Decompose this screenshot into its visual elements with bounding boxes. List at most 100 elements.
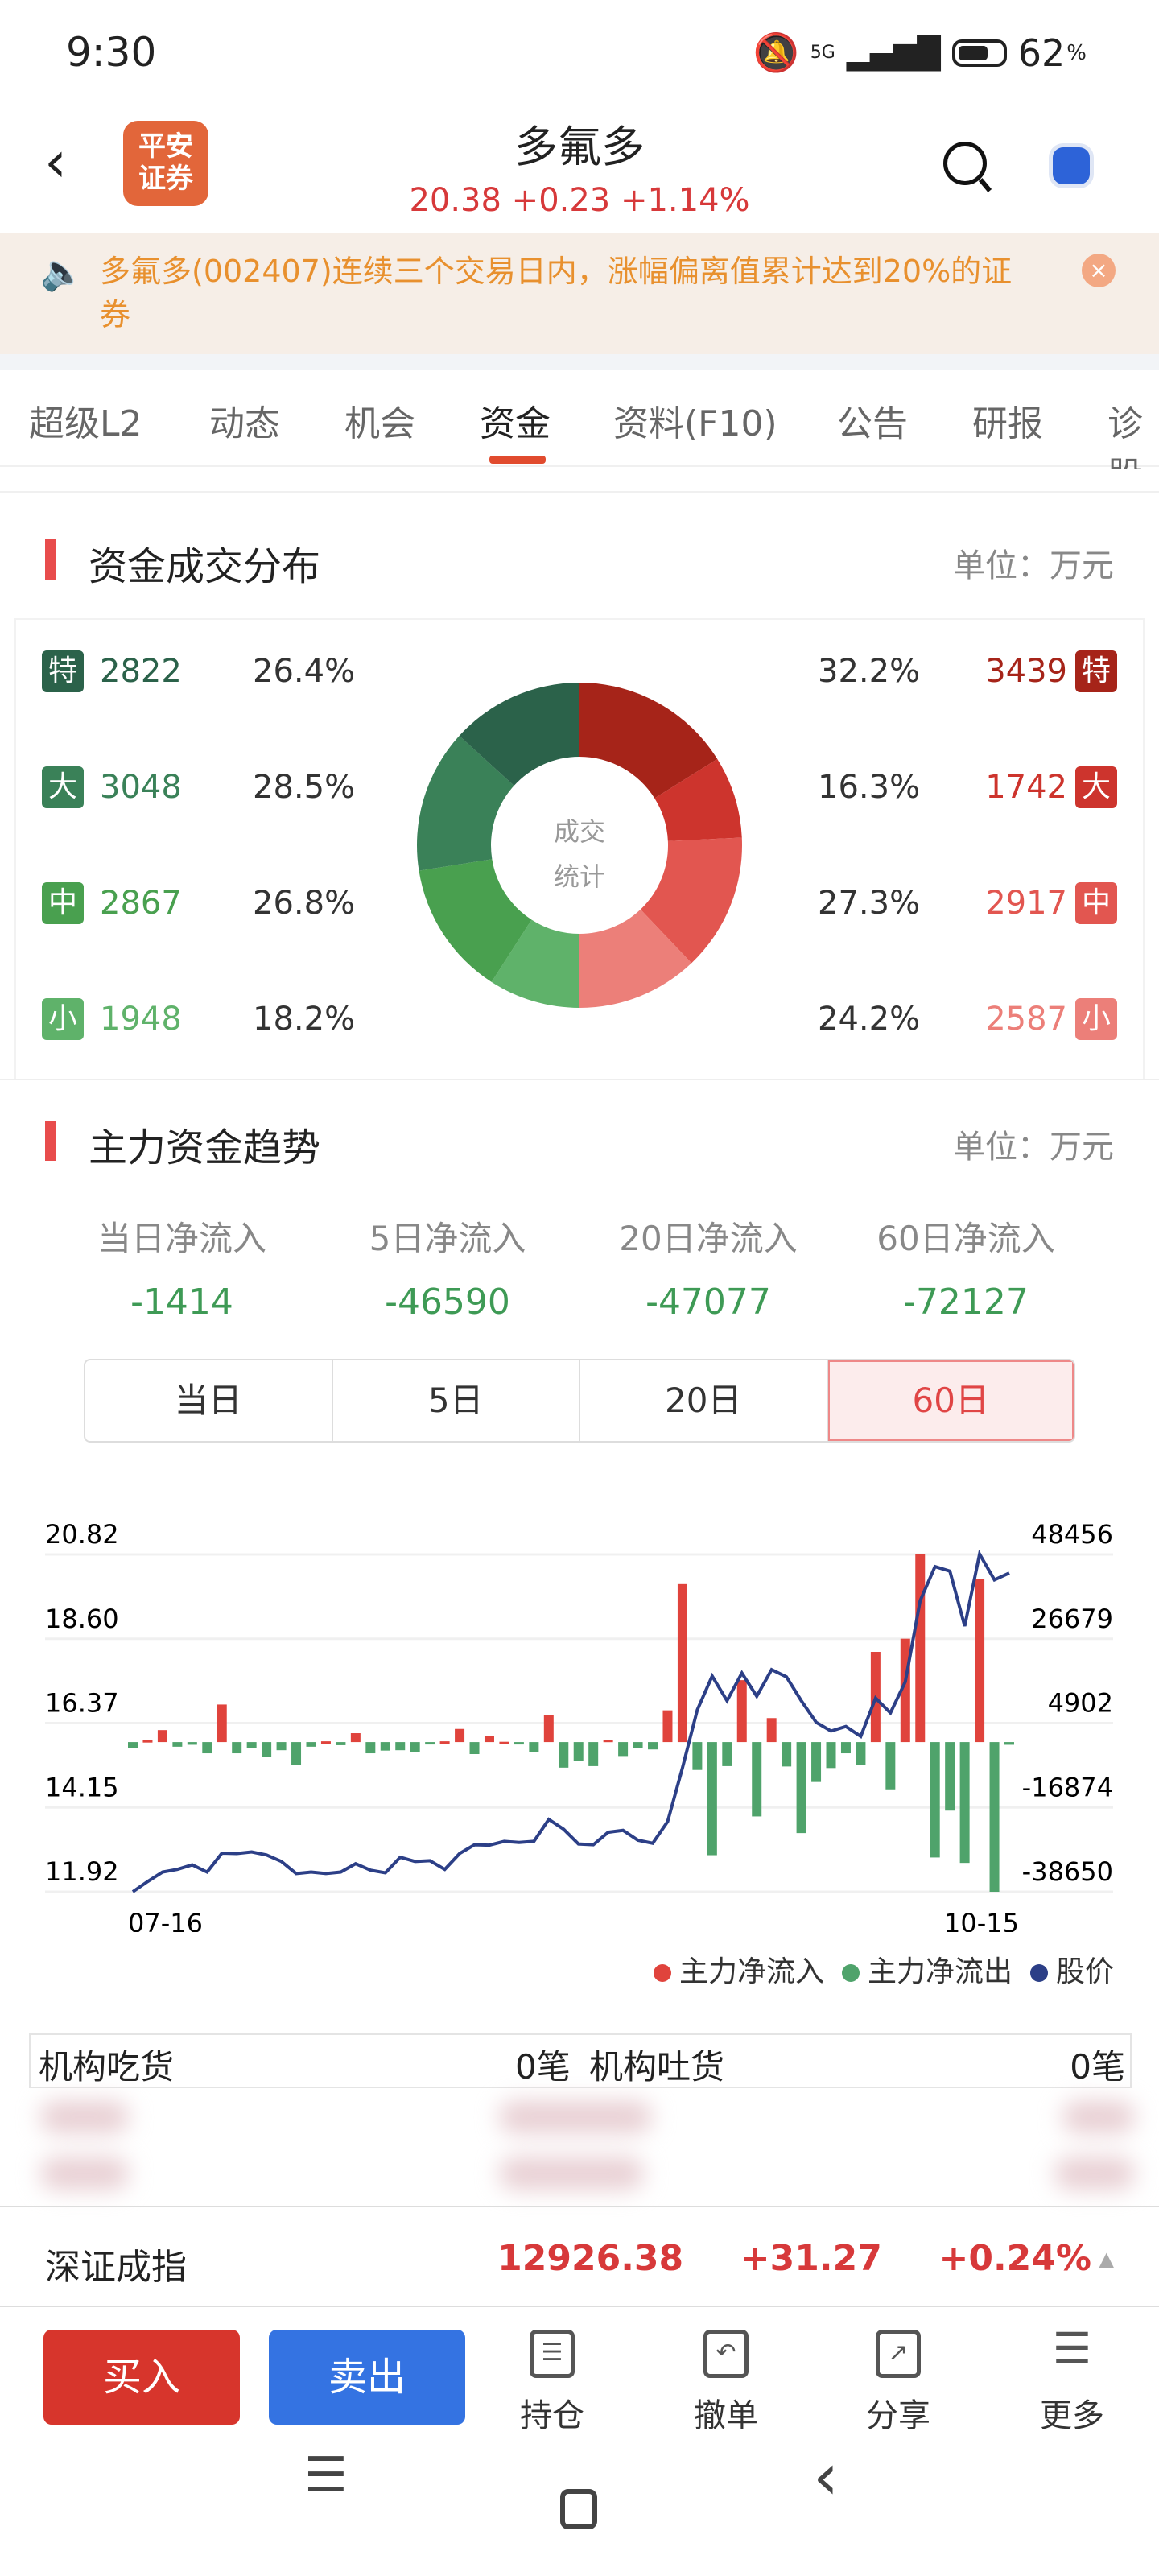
size-badge: 小 [42, 998, 84, 1040]
inflow-bar [142, 1740, 153, 1743]
outflow-pct: 26.8% [253, 885, 356, 922]
outflow-bar [840, 1742, 851, 1754]
donut-center-label: 成交 统计 [553, 816, 605, 892]
outflow-bar [648, 1742, 658, 1750]
inflow-value: 1742 [985, 769, 1067, 806]
size-badge: 大 [1075, 766, 1117, 808]
more-button[interactable]: ☰ 更多 [1040, 2323, 1104, 2435]
outflow-bar [633, 1742, 643, 1748]
size-badge: 中 [42, 882, 84, 924]
tab-f10[interactable]: 资料(F10) [613, 403, 777, 444]
summary-label: 60日净流入 [876, 1219, 1055, 1258]
price-legend-dot [1029, 1964, 1048, 1982]
buy-button[interactable]: 买入 [43, 2330, 240, 2425]
outflow-bar [752, 1742, 762, 1817]
summary-value: -46590 [385, 1282, 510, 1323]
tab-l2[interactable]: 超级L2 [29, 403, 142, 444]
bottom-toolbar: 买入 卖出 ☰ 持仓 ↶ 撤单 ↗ 分享 ☰ 更多 [0, 2307, 1159, 2434]
notice-banner[interactable]: 多氟多(002407)连续三个交易日内，涨幅偏离值累计达到20%的证券 [0, 233, 1159, 354]
index-ticker[interactable]: 深证成指 12926.38 +31.27 +0.24% ▲ [0, 2206, 1159, 2307]
outflow-bar [262, 1742, 272, 1757]
period-today[interactable]: 当日 [85, 1360, 333, 1441]
inflow-bar [484, 1736, 494, 1743]
right-tick-label: 48456 [1031, 1519, 1113, 1550]
outflow-bar [588, 1742, 599, 1766]
outflow-row: 小 1948 18.2% [42, 998, 355, 1040]
size-badge: 中 [1075, 882, 1117, 924]
summary-label: 5日净流入 [369, 1219, 526, 1258]
outflow-slice [459, 683, 580, 786]
home-icon[interactable] [560, 2489, 597, 2529]
right-tick-label: -38650 [1022, 1856, 1113, 1887]
inflow-bar [543, 1715, 554, 1743]
more-icon: ☰ [1052, 2323, 1092, 2374]
outflow-bar [707, 1742, 717, 1856]
outflow-pct: 28.5% [253, 769, 356, 806]
trade-donut-chart [417, 683, 742, 1008]
period-60d[interactable]: 60日 [827, 1360, 1074, 1441]
left-tick-label: 20.82 [45, 1519, 119, 1550]
left-tick-label: 18.60 [45, 1604, 119, 1634]
right-tick-label: 4902 [1048, 1688, 1113, 1719]
outflow-bar [128, 1742, 138, 1748]
left-tick-label: 16.37 [45, 1688, 119, 1719]
expand-up-icon[interactable]: ▲ [1099, 2248, 1114, 2270]
outflow-slice [417, 736, 514, 871]
size-badge: 大 [42, 766, 84, 808]
inflow-bar [915, 1554, 926, 1743]
back-icon[interactable]: ‹ [44, 129, 67, 195]
outflow-row: 特 2822 26.4% [42, 650, 355, 692]
tab-bar: 超级L2 动态 机会 资金 资料(F10) 公告 研报 诊股 [0, 370, 1159, 496]
tab-opportunity[interactable]: 机会 [344, 403, 415, 444]
tab-announcements[interactable]: 公告 [837, 403, 908, 444]
outflow-bar [380, 1742, 390, 1751]
inflow-bar [157, 1730, 167, 1743]
outflow-value: 2867 [100, 885, 182, 922]
summary-value: -1414 [130, 1282, 233, 1323]
inflow-row: 27.3% 2917 中 [818, 882, 1117, 924]
outflow-bar [306, 1742, 316, 1747]
holdings-button[interactable]: ☰ 持仓 [496, 2330, 608, 2436]
outflow-bar [529, 1742, 539, 1752]
outflow-bar [410, 1742, 420, 1752]
outflow-row: 大 3048 28.5% [42, 766, 355, 808]
recents-icon[interactable]: ☰ [304, 2447, 348, 2504]
period-selector: 当日 5日 20日 60日 [84, 1359, 1075, 1443]
fund-trend-chart: 20.82 48456 18.60 26679 16.37 4902 14.15 -16874… [45, 1519, 1113, 1932]
outflow-bar [618, 1742, 629, 1757]
inflow-slice [654, 758, 742, 841]
share-button[interactable]: ↗ 分享 [842, 2330, 955, 2436]
blurred-content [40, 2101, 129, 2133]
search-icon[interactable] [943, 142, 987, 185]
network-label: 5G [810, 43, 835, 63]
tab-research[interactable]: 研报 [972, 403, 1043, 444]
inflow-bar [320, 1741, 331, 1744]
price-line [131, 1549, 1010, 1893]
trend-header: 主力资金趋势 单位：万元 [0, 1096, 1159, 1185]
outflow-bar [811, 1742, 822, 1782]
size-badge: 特 [42, 650, 84, 692]
inflow-value: 3439 [985, 653, 1067, 690]
sell-button[interactable]: 卖出 [269, 2330, 465, 2425]
cancel-order-button[interactable]: ↶ 撤单 [670, 2330, 782, 2436]
period-5d[interactable]: 5日 [333, 1360, 580, 1441]
outflow-bar [559, 1742, 569, 1768]
outflow-bar [336, 1742, 346, 1745]
outflow-bar [425, 1742, 435, 1745]
close-icon[interactable]: × [1082, 254, 1116, 287]
nav-back-icon[interactable]: ‹ [813, 2439, 839, 2514]
institution-row: 机构吃货 0笔 机构吐货 0笔 [29, 2033, 1132, 2088]
inflow-value: 2587 [985, 1001, 1067, 1038]
tab-dynamics[interactable]: 动态 [209, 403, 280, 444]
period-20d[interactable]: 20日 [580, 1360, 828, 1441]
inflow-row: 24.2% 2587 小 [818, 998, 1117, 1040]
outflow-value: 3048 [100, 769, 182, 806]
outflow-bar [959, 1742, 970, 1864]
inflow-pct: 24.2% [818, 1001, 921, 1038]
size-badge: 特 [1075, 650, 1117, 692]
clock: 9:30 [66, 29, 157, 76]
outflow-bar [469, 1742, 480, 1754]
assistant-robot-icon[interactable] [1049, 143, 1094, 188]
right-tick-label: 26679 [1031, 1604, 1113, 1634]
tab-funds[interactable]: 资金 [480, 403, 551, 444]
